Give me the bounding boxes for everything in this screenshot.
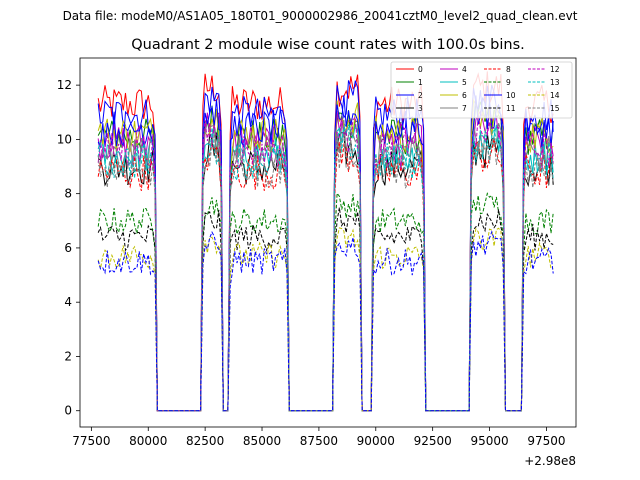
y-tick-label: 10 bbox=[57, 132, 72, 146]
x-tick-label: 82500 bbox=[186, 434, 224, 448]
y-tick-label: 4 bbox=[64, 295, 72, 309]
chart-suptitle: Data file: modeM0/AS1A05_180T01_90000029… bbox=[63, 9, 578, 23]
legend-frame bbox=[390, 61, 573, 119]
x-tick-label: 95000 bbox=[470, 434, 508, 448]
x-tick-label: 92500 bbox=[414, 434, 452, 448]
y-tick-label: 8 bbox=[64, 187, 72, 201]
legend-label: 14 bbox=[550, 91, 560, 100]
y-tick-label: 12 bbox=[57, 78, 72, 92]
x-tick-label: 80000 bbox=[129, 434, 167, 448]
legend-label: 15 bbox=[550, 104, 560, 113]
x-axis-offset-label: +2.98e8 bbox=[524, 454, 576, 468]
y-tick-label: 2 bbox=[64, 349, 72, 363]
legend-label: 12 bbox=[550, 65, 560, 74]
y-tick-label: 6 bbox=[64, 241, 72, 255]
plot-area bbox=[79, 57, 577, 428]
x-axis: 77500 80000 82500 85000 87500 90000 92500 95000… bbox=[72, 427, 566, 448]
legend-label: 13 bbox=[550, 78, 560, 87]
plot-frame bbox=[79, 57, 577, 428]
legend-label: 6 bbox=[462, 91, 467, 100]
legend-label: 9 bbox=[506, 78, 511, 87]
y-tick-label: 0 bbox=[64, 404, 72, 418]
legend-label: 3 bbox=[418, 104, 423, 113]
x-tick-label: 87500 bbox=[300, 434, 338, 448]
series-layer bbox=[97, 71, 554, 412]
chart-title: Quadrant 2 module wise count rates with … bbox=[131, 37, 525, 53]
legend-label: 7 bbox=[462, 104, 467, 113]
legend-label: 0 bbox=[418, 65, 423, 74]
x-tick-label: 85000 bbox=[243, 434, 281, 448]
x-tick-label: 97500 bbox=[527, 434, 565, 448]
legend-label: 11 bbox=[506, 104, 516, 113]
legend-label: 8 bbox=[506, 65, 511, 74]
legend-label: 1 bbox=[418, 78, 423, 87]
legend-label: 4 bbox=[462, 65, 467, 74]
series-line-extra bbox=[97, 230, 554, 412]
y-axis: 0 2 4 6 8 10 12 bbox=[57, 78, 80, 418]
series-line-13 bbox=[97, 126, 554, 412]
legend-label: 2 bbox=[418, 91, 423, 100]
x-tick-label: 90000 bbox=[357, 434, 395, 448]
x-tick-label: 77500 bbox=[72, 434, 110, 448]
legend-label: 5 bbox=[462, 78, 467, 87]
legend-label: 10 bbox=[506, 91, 516, 100]
